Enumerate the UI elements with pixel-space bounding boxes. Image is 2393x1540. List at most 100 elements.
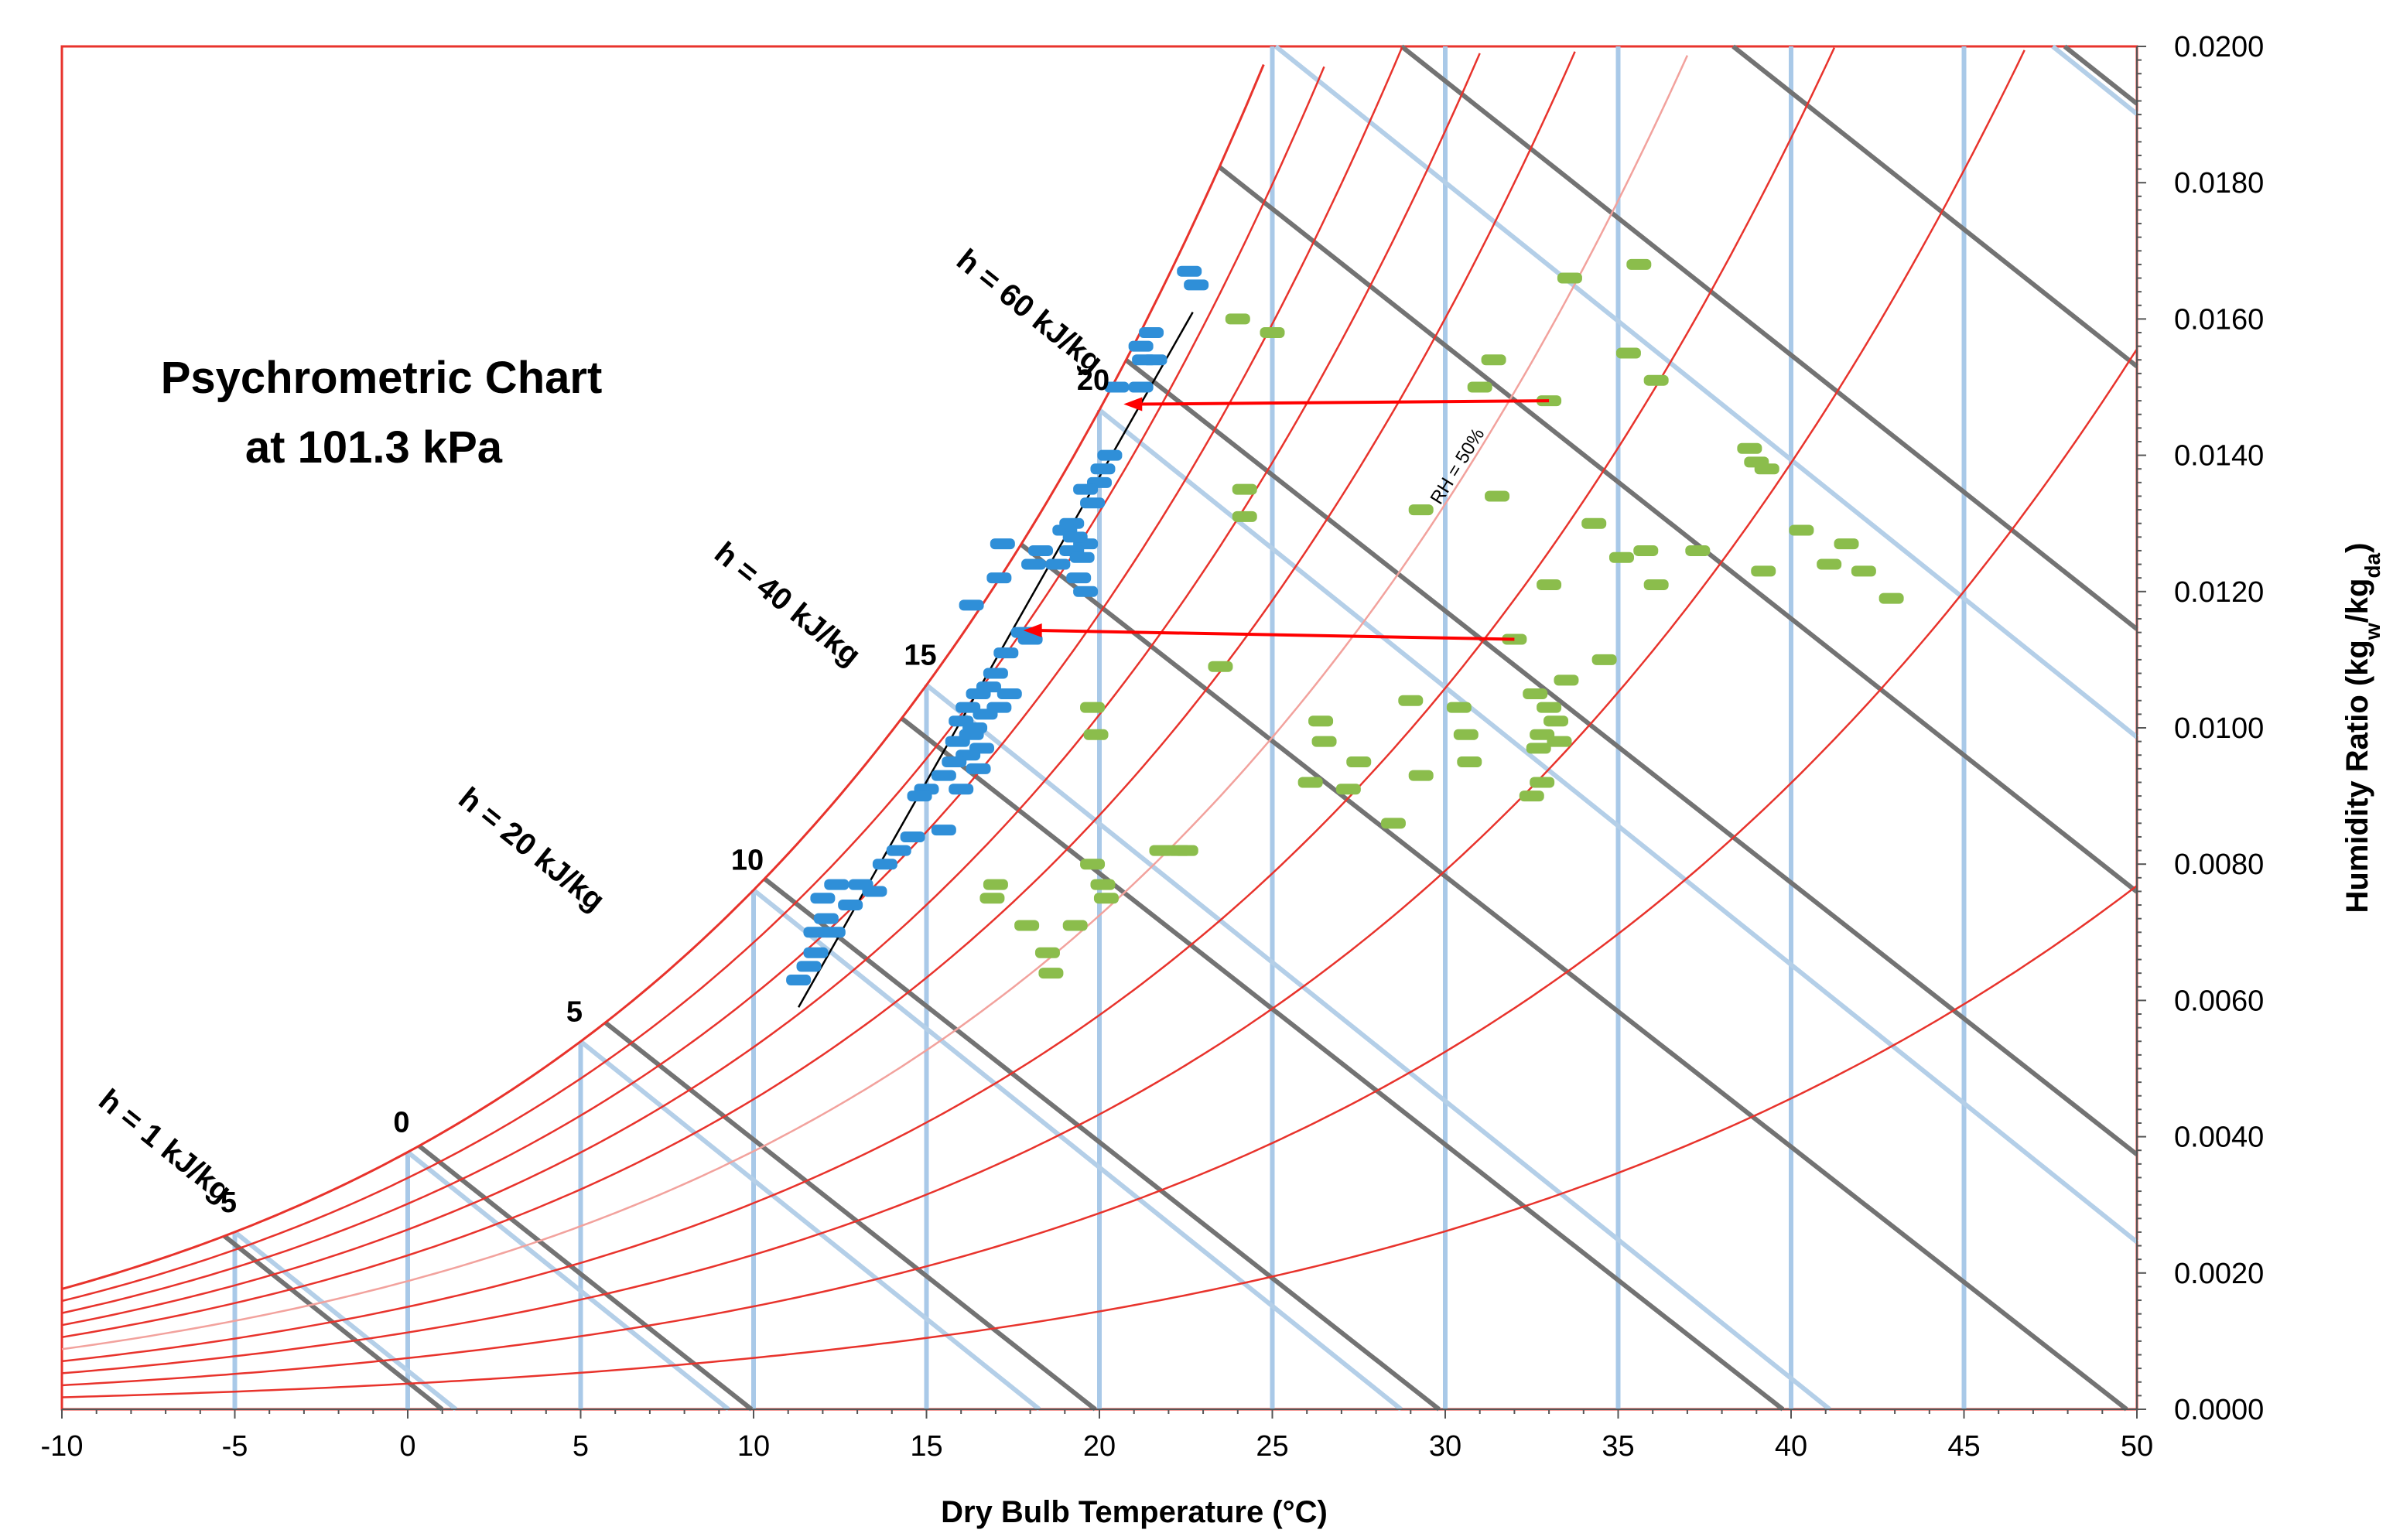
wet-bulb-label: 0	[393, 1107, 409, 1139]
indoor-point	[986, 572, 1012, 584]
indoor-point	[990, 538, 1015, 550]
indoor-point	[862, 886, 887, 897]
indoor-point	[959, 599, 984, 611]
wet-bulb-label: 5	[220, 1187, 237, 1219]
outdoor-point	[1398, 695, 1424, 706]
outdoor-point	[1879, 592, 1904, 604]
indoor-point	[959, 729, 984, 740]
y-tick-label: 0.0180	[2174, 167, 2264, 200]
rh-curve-80	[61, 46, 1403, 1314]
outdoor-point	[1557, 272, 1582, 284]
indoor-point	[810, 893, 836, 904]
outdoor-point	[1481, 354, 1506, 366]
outdoor-point	[1591, 654, 1617, 665]
indoor-point	[1184, 279, 1209, 291]
dry-bulb-gridlines	[232, 46, 1967, 1409]
y-tick-label: 0.0120	[2174, 576, 2264, 609]
outdoor-point	[983, 879, 1008, 890]
x-tick-label: -10	[41, 1430, 84, 1463]
wet-bulb-line-25	[1273, 44, 2138, 739]
enthalpy-line-20	[603, 1020, 1097, 1412]
indoor-point	[1028, 545, 1054, 556]
enthalpy-line-40	[900, 716, 1785, 1412]
outdoor-point	[1208, 661, 1233, 672]
indoor-point	[1128, 381, 1154, 393]
indoor-point	[1128, 340, 1154, 352]
wet-bulb-line-30	[2051, 44, 2138, 116]
outdoor-point	[1519, 790, 1544, 802]
outdoor-point	[1311, 736, 1337, 747]
outdoor-point	[1530, 729, 1555, 740]
indoor-point	[900, 831, 925, 842]
y-tick-label: 0.0000	[2174, 1394, 2264, 1426]
outdoor-point	[1526, 743, 1551, 754]
indoor-point	[886, 845, 911, 856]
indoor-point	[1021, 558, 1047, 570]
wet-bulb-label: 5	[566, 995, 583, 1028]
relative-humidity-curves	[61, 46, 2138, 1398]
indoor-point	[966, 688, 991, 699]
rh-curve-90	[61, 66, 1325, 1303]
x-tick-label: 15	[910, 1430, 942, 1463]
outdoor-point	[1685, 545, 1711, 556]
indoor-point	[1073, 483, 1099, 495]
x-tick-label: 45	[1947, 1430, 1980, 1463]
indoor-point	[824, 879, 850, 890]
wet-bulb-label: 15	[904, 640, 936, 672]
indoor-point	[820, 927, 846, 938]
outdoor-point	[1297, 777, 1323, 788]
outdoor-point	[1080, 859, 1106, 870]
x-tick-label: -5	[222, 1430, 248, 1463]
indoor-point	[1066, 572, 1092, 584]
indoor-point	[803, 947, 829, 958]
outdoor-point	[1090, 879, 1116, 890]
outdoor-point	[1080, 702, 1106, 713]
wet-bulb-line-10	[752, 888, 1403, 1412]
indoor-point	[949, 784, 974, 795]
indoor-point	[931, 770, 956, 781]
arrow-shaft-1	[1137, 399, 1550, 406]
indoor-point	[1104, 381, 1130, 393]
data-points	[786, 258, 1904, 985]
x-tick-label: 10	[737, 1430, 770, 1463]
enthalpy-line-100	[2063, 44, 2138, 106]
arrow-shaft-2	[1037, 629, 1515, 641]
outdoor-point	[1225, 313, 1250, 325]
outdoor-point	[1346, 756, 1372, 768]
rh-curve-70	[61, 53, 1481, 1327]
outdoor-point	[1737, 442, 1762, 454]
y-axis-tick-labels: 0.0000 0.0020 0.0040 0.0060 0.0080 0.0100 0.01…	[2174, 31, 2264, 1426]
outdoor-point	[1626, 258, 1652, 270]
enthalpy-line-10	[417, 1144, 754, 1412]
x-tick-label: 50	[2121, 1430, 2153, 1463]
indoor-point	[993, 647, 1019, 659]
indoor-point	[786, 974, 812, 985]
arrow-head-2	[1023, 623, 1042, 638]
enthalpy-line-30	[763, 876, 1441, 1412]
y-axis-title-end: )	[2340, 543, 2374, 553]
indoor-point	[1090, 463, 1116, 475]
outdoor-point	[1851, 565, 1876, 577]
y-tick-label: 0.0140	[2174, 440, 2264, 473]
outdoor-point	[1643, 374, 1669, 386]
x-tick-label: 40	[1775, 1430, 1807, 1463]
indoor-point	[1177, 265, 1202, 277]
outdoor-point	[1457, 756, 1482, 768]
x-tick-label: 0	[399, 1430, 415, 1463]
y-tick-label: 0.0160	[2174, 303, 2264, 336]
outdoor-point	[1523, 688, 1548, 699]
rh-curve-20	[61, 348, 2138, 1387]
enthalpy-lines	[223, 44, 2138, 1412]
y-tick-label: 0.0020	[2174, 1258, 2264, 1290]
outdoor-point	[1453, 729, 1479, 740]
indoor-point	[813, 913, 839, 924]
y-axis-title-sub1: w	[2361, 623, 2384, 640]
outdoor-point	[1408, 770, 1434, 781]
outdoor-point	[1537, 579, 1562, 590]
y-tick-label: 0.0080	[2174, 849, 2264, 881]
indoor-point	[1073, 586, 1099, 597]
indoor-point	[942, 756, 967, 768]
indoor-point	[1139, 327, 1164, 339]
outdoor-point	[1817, 558, 1842, 570]
